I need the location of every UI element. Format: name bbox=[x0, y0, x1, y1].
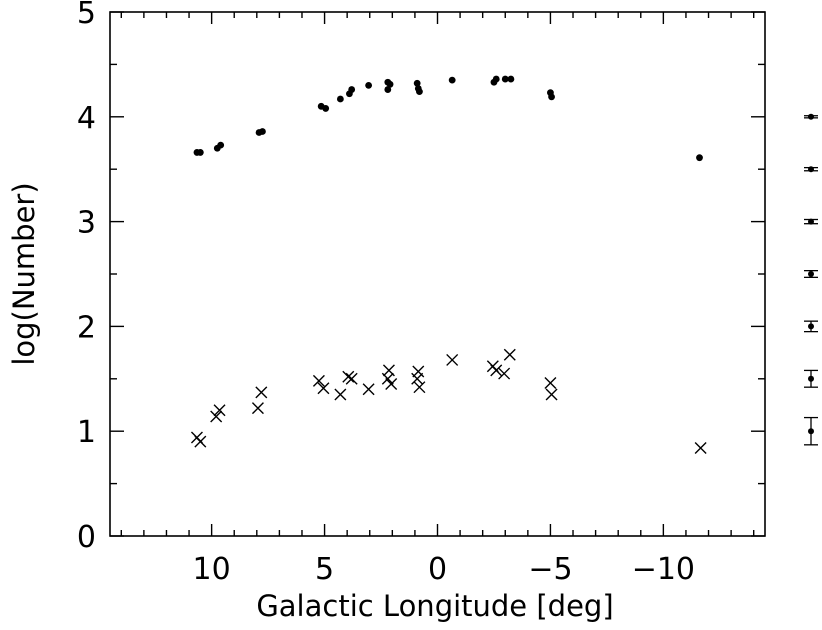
y-tick-label: 3 bbox=[77, 206, 96, 241]
error-bar-dot bbox=[808, 113, 814, 120]
data-point-dot bbox=[336, 95, 344, 103]
data-point-cross bbox=[385, 378, 398, 391]
data-point-cross bbox=[194, 435, 207, 448]
error-bar-key bbox=[804, 113, 818, 446]
data-point-dot bbox=[416, 88, 423, 96]
y-tick-label: 0 bbox=[77, 520, 96, 555]
data-point-dot bbox=[548, 93, 555, 101]
data-point-cross bbox=[503, 348, 516, 361]
y-tick-label: 4 bbox=[77, 101, 96, 136]
error-bar-dot bbox=[808, 271, 814, 277]
error-bar-dot bbox=[808, 428, 814, 435]
data-point-dot bbox=[196, 149, 204, 156]
data-point-cross bbox=[210, 410, 223, 423]
x-tick-label: −5 bbox=[528, 552, 572, 587]
data-point-cross bbox=[312, 374, 325, 387]
data-point-cross bbox=[411, 372, 424, 385]
y-tick-label: 5 bbox=[77, 0, 96, 31]
data-point-cross bbox=[213, 404, 226, 417]
data-point-cross bbox=[545, 388, 558, 401]
data-point-dot bbox=[322, 105, 330, 112]
error-bar-dot bbox=[808, 218, 814, 225]
data-point-cross bbox=[255, 386, 268, 399]
error-bar-dot bbox=[808, 166, 814, 173]
data-point-cross bbox=[362, 383, 375, 396]
data-point-cross bbox=[251, 402, 264, 415]
data-point-dot bbox=[384, 86, 392, 93]
data-point-cross bbox=[490, 364, 503, 377]
data-point-dot bbox=[501, 75, 509, 83]
data-point-dot bbox=[492, 75, 500, 83]
x-tick-label: 0 bbox=[428, 552, 447, 587]
data-point-cross bbox=[334, 388, 347, 401]
data-point-cross bbox=[342, 370, 355, 383]
data-point-cross bbox=[382, 364, 395, 377]
data-point-cross bbox=[544, 376, 557, 389]
data-point-cross bbox=[413, 381, 426, 394]
data-point-dot bbox=[507, 75, 515, 83]
y-axis-label: log(Number) bbox=[7, 182, 41, 365]
data-point-dot bbox=[217, 141, 225, 149]
x-tick-label: −10 bbox=[632, 552, 695, 587]
data-point-dot bbox=[365, 81, 373, 89]
x-tick-label: 10 bbox=[193, 552, 231, 587]
data-marks bbox=[190, 75, 707, 454]
data-point-dot bbox=[386, 80, 394, 88]
x-axis-ticks: 10 5 0 −5 −10 bbox=[120, 12, 755, 587]
data-point-cross bbox=[317, 382, 330, 395]
data-point-cross bbox=[412, 365, 425, 378]
data-point-cross bbox=[345, 372, 358, 385]
data-point-dot bbox=[448, 76, 456, 84]
data-point-cross bbox=[694, 441, 707, 454]
data-point-dot bbox=[348, 86, 356, 93]
y-tick-label: 1 bbox=[77, 415, 96, 450]
y-tick-label: 2 bbox=[77, 310, 96, 345]
plot-frame bbox=[109, 11, 766, 537]
error-bar-dot bbox=[808, 375, 814, 382]
y-axis-ticks: 0 1 2 3 4 5 bbox=[77, 0, 765, 555]
data-point-dot bbox=[696, 154, 703, 162]
error-bar-dot bbox=[808, 323, 814, 330]
data-point-dot bbox=[413, 79, 421, 87]
x-tick-label: 5 bbox=[315, 552, 334, 587]
data-point-cross bbox=[446, 353, 459, 366]
data-point-cross bbox=[498, 367, 511, 380]
x-axis-label: Galactic Longitude [deg] bbox=[256, 589, 613, 623]
data-point-dot bbox=[259, 128, 266, 135]
